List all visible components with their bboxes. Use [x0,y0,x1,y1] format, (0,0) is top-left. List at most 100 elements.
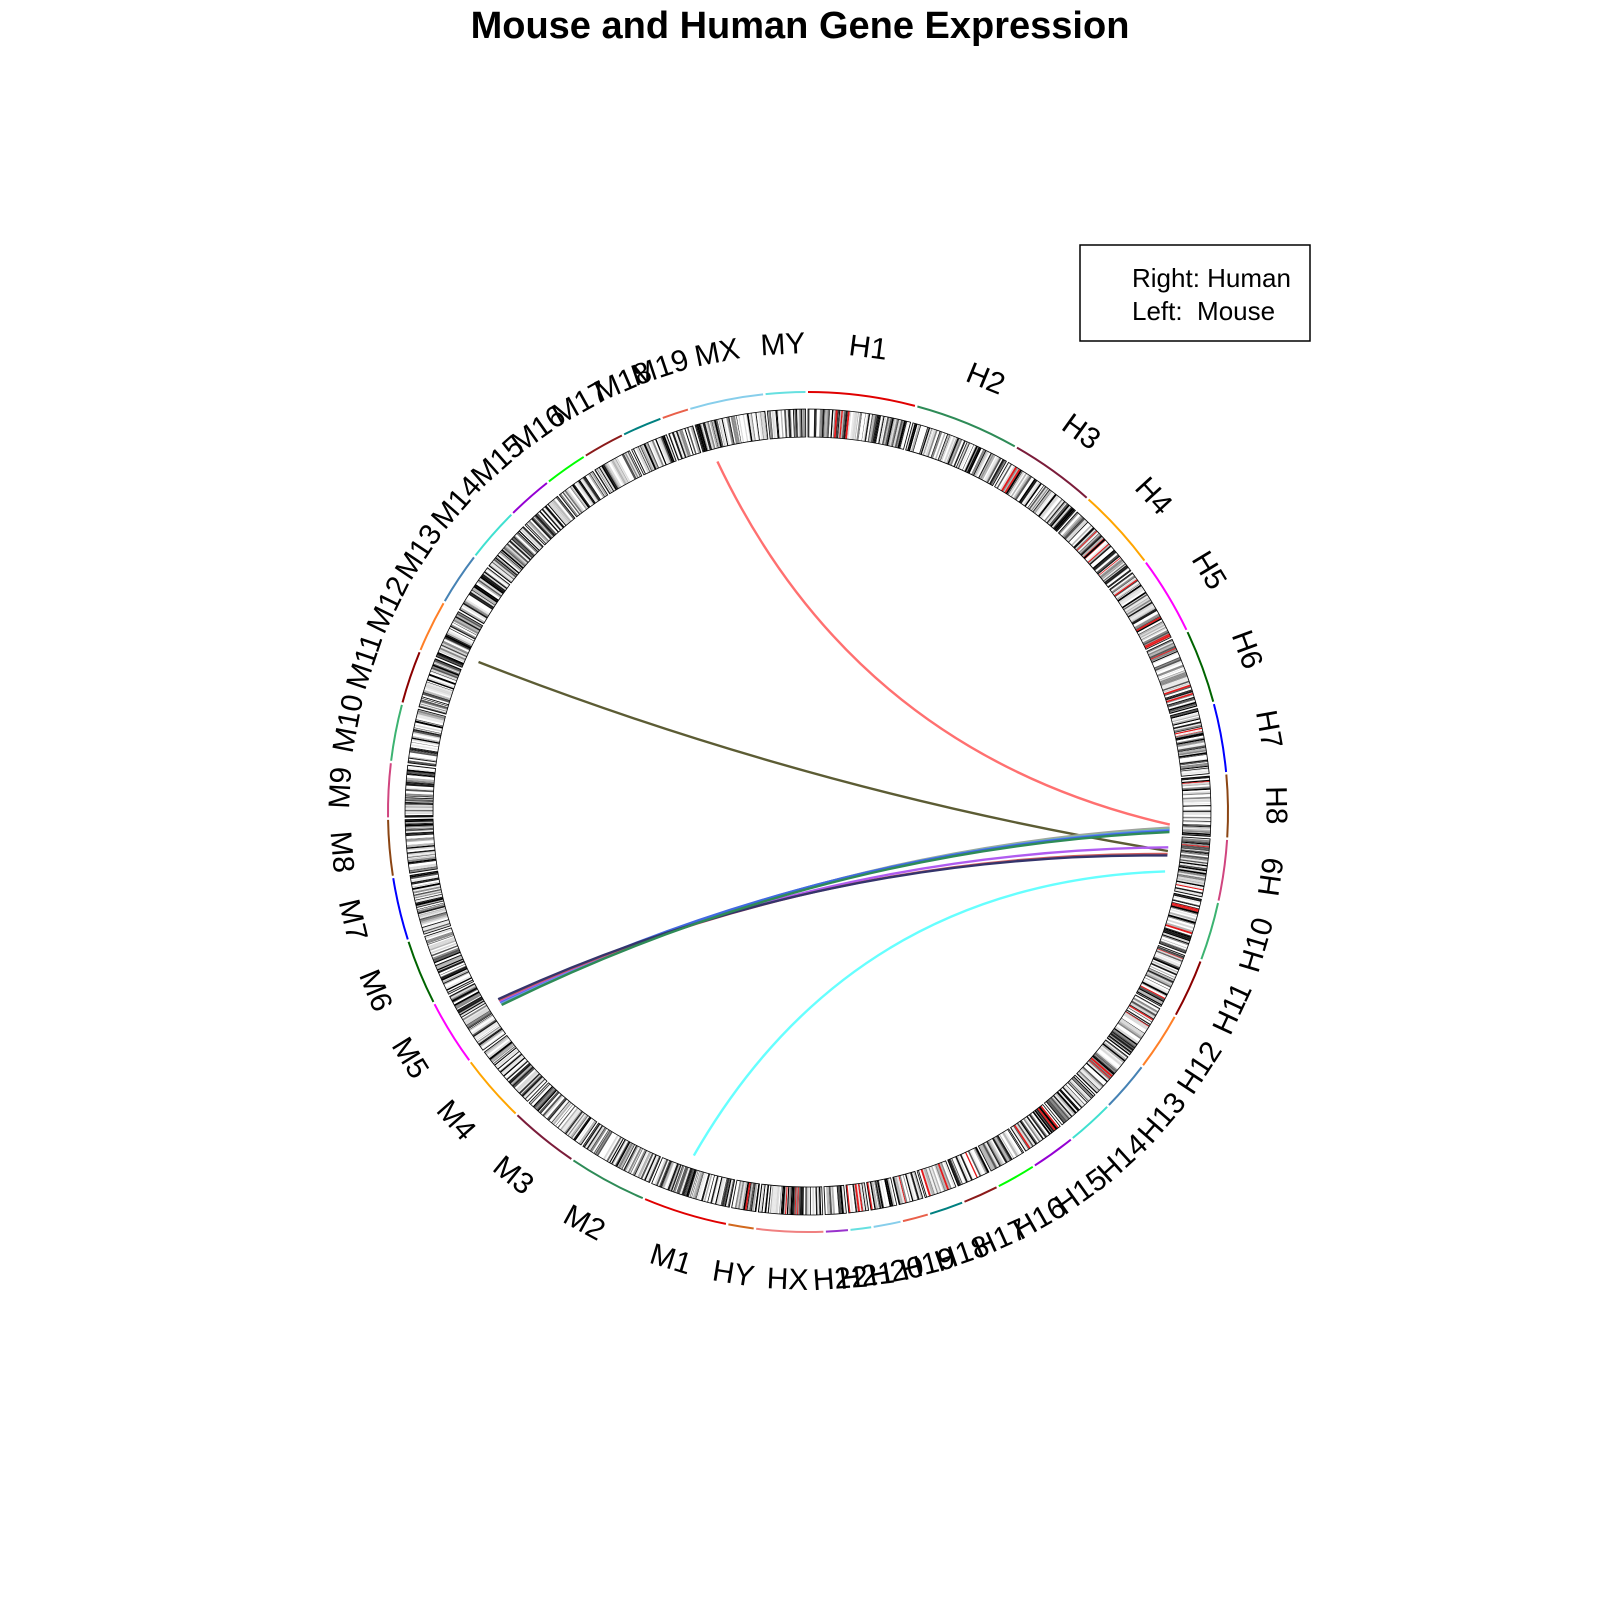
cytoband [544,505,565,529]
cytoband [857,1183,863,1212]
cytoband [431,665,459,678]
cytoband [405,829,434,832]
cytoband [438,650,465,663]
cytoband [406,779,435,784]
cytoband [1139,623,1165,638]
cytoband [413,888,442,897]
cytoband [418,909,447,918]
cytoband [1033,1110,1052,1134]
cytoband [434,659,461,672]
cytoband [1178,751,1207,757]
cytoband [1144,634,1171,649]
cytoband [466,596,492,613]
cytoband [416,901,445,910]
cytoband [1170,710,1199,719]
cytoband [409,752,438,759]
cytoband [809,1186,811,1215]
cytoband [726,417,734,445]
cytoband [579,1120,597,1145]
cytoband [1169,910,1197,920]
cytoband [434,952,462,966]
cytoband [585,474,603,500]
cytoband [783,1186,787,1215]
cytoband [732,415,739,444]
cytoband [1106,567,1129,586]
cytoband [556,496,575,519]
cytoband [1181,771,1210,776]
cytoband [462,1004,488,1021]
cytoband [405,823,434,827]
cytoband [841,410,846,439]
cytoband [961,1153,974,1180]
cytoband [1025,1116,1043,1141]
ideogram-frame [435,611,484,668]
cytoband [496,555,519,575]
cytoband [984,1141,1000,1168]
cytoband [1160,675,1188,687]
cytoband [1152,651,1179,665]
cytoband [1166,692,1193,701]
cytoband [453,620,478,635]
cytoband [447,979,473,994]
cytoband [587,473,605,498]
cytoband [1130,606,1156,622]
cytoband [1068,1080,1089,1102]
cytoband [905,422,915,451]
cytoband [1052,506,1072,529]
cytoband [779,1186,783,1215]
cytoband [1182,817,1211,820]
cytoband [1069,523,1091,545]
cytoband [670,1164,682,1192]
cytoband [1091,1056,1114,1076]
cytoband [940,434,951,462]
segment-arc-h12 [1142,1016,1176,1066]
cytoband [1117,584,1142,602]
cytoband [469,1014,494,1032]
cytoband [415,720,443,729]
cytoband [1182,825,1211,828]
cytoband [1160,674,1188,686]
cytoband [978,1145,994,1171]
cytoband [409,867,438,874]
cytoband [1097,555,1120,575]
cytoband [1028,1114,1046,1138]
cytoband [552,500,571,523]
cytoband [440,965,467,978]
cytoband [951,439,965,467]
cytoband [669,433,680,460]
cytoband [1147,969,1174,983]
cytoband [734,1180,742,1209]
cytoband [1127,1007,1152,1023]
cytoband [405,798,434,800]
cytoband [525,524,546,545]
cytoband [900,421,909,449]
cytoband [414,892,442,900]
cytoband [938,434,950,462]
cytoband [410,873,439,880]
cytoband [492,1045,516,1064]
cytoband [990,1138,1006,1164]
cytoband [423,689,451,699]
cytoband [453,989,479,1005]
cytoband [608,461,624,487]
link-m1-h9-2 [692,870,1166,1157]
cytoband [753,412,758,441]
cytoband [1138,621,1165,637]
cytoband [1160,940,1187,951]
cytoband [436,653,464,666]
ideogram-h22 [823,1184,847,1216]
cytoband [1124,595,1149,611]
cytoband [873,1181,879,1209]
cytoband [771,410,776,439]
ideogram-h13 [1076,1039,1129,1094]
cytoband [982,1143,998,1169]
cytoband [637,446,651,473]
cytoband [1119,587,1144,604]
cytoband [419,911,447,921]
cytoband [408,860,437,865]
cytoband [1033,489,1052,514]
cytoband [567,487,586,511]
segment-arc-m3 [516,1114,572,1160]
cytoband [754,412,760,441]
segment-label-m3: M3 [487,1150,540,1202]
